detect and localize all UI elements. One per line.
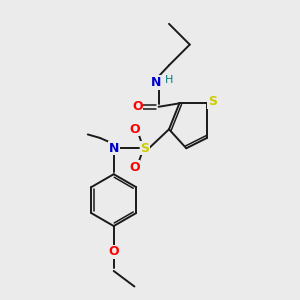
Text: O: O (108, 245, 119, 259)
Text: N: N (109, 142, 119, 155)
Text: H: H (165, 75, 173, 85)
Text: S: S (140, 142, 149, 155)
Text: O: O (132, 100, 142, 113)
Text: S: S (208, 95, 217, 109)
Text: N: N (151, 76, 161, 89)
Text: O: O (129, 123, 140, 136)
Text: O: O (129, 161, 140, 174)
